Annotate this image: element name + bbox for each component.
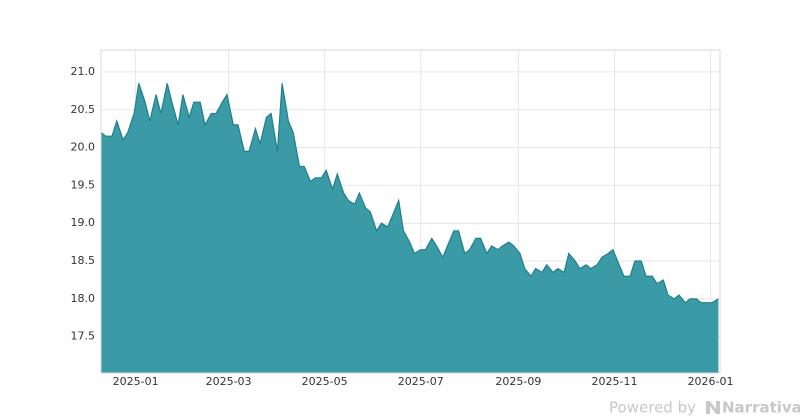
y-tick-label: 20.5 xyxy=(71,103,96,116)
area xyxy=(101,83,719,374)
x-tick-label: 2025-03 xyxy=(206,375,252,388)
x-tick-label: 2025-11 xyxy=(591,375,637,388)
x-tick-label: 2025-05 xyxy=(302,375,348,388)
brand-logo xyxy=(706,401,720,414)
brand: Narrativa xyxy=(722,399,800,417)
x-tick-label: 2025-09 xyxy=(495,375,541,388)
y-tick-label: 19.0 xyxy=(71,216,96,229)
area-line xyxy=(100,83,719,304)
x-tick-label: 2025-07 xyxy=(398,375,444,388)
y-tick-label: 19.5 xyxy=(71,178,96,191)
x-tick-label: 2026-01 xyxy=(688,375,734,388)
plot-frame xyxy=(100,49,721,374)
y-tick-label: 20.0 xyxy=(71,141,96,154)
y-tick-label: 18.5 xyxy=(71,254,96,267)
y-tick-label: 18.0 xyxy=(71,292,96,305)
y-tick-label: 17.5 xyxy=(71,330,96,343)
y-tick-label: 21.0 xyxy=(71,65,96,78)
x-tick-label: 2025-01 xyxy=(113,375,159,388)
powered-by: Powered by xyxy=(609,399,696,417)
